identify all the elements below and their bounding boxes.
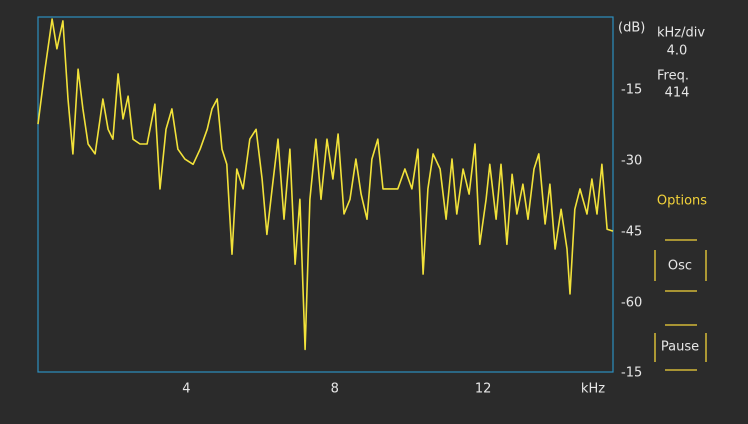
div-label: kHz/div — [657, 26, 705, 41]
x-axis-label: kHz — [581, 382, 605, 397]
osc-button[interactable]: Osc — [654, 239, 707, 292]
div-value: 4.0 — [667, 44, 688, 59]
plot-frame — [37, 16, 614, 373]
y-tick-label: -15 — [621, 366, 642, 381]
button-label: Pause — [661, 340, 699, 355]
button-label: Osc — [668, 259, 692, 274]
y-tick-label: -15 — [621, 83, 642, 98]
freq-label: Freq. — [657, 69, 689, 84]
x-tick-label: 12 — [475, 382, 492, 397]
spectrum-line — [37, 18, 614, 351]
freq-value: 414 — [665, 86, 690, 101]
y-axis-label: (dB) — [618, 21, 645, 36]
y-tick-label: -60 — [621, 296, 642, 311]
y-tick-label: -30 — [621, 154, 642, 169]
pause-button[interactable]: Pause — [654, 324, 707, 371]
x-tick-label: 4 — [182, 382, 190, 397]
x-tick-label: 8 — [331, 382, 339, 397]
options-label: Options — [657, 194, 707, 209]
y-tick-label: -45 — [621, 225, 642, 240]
